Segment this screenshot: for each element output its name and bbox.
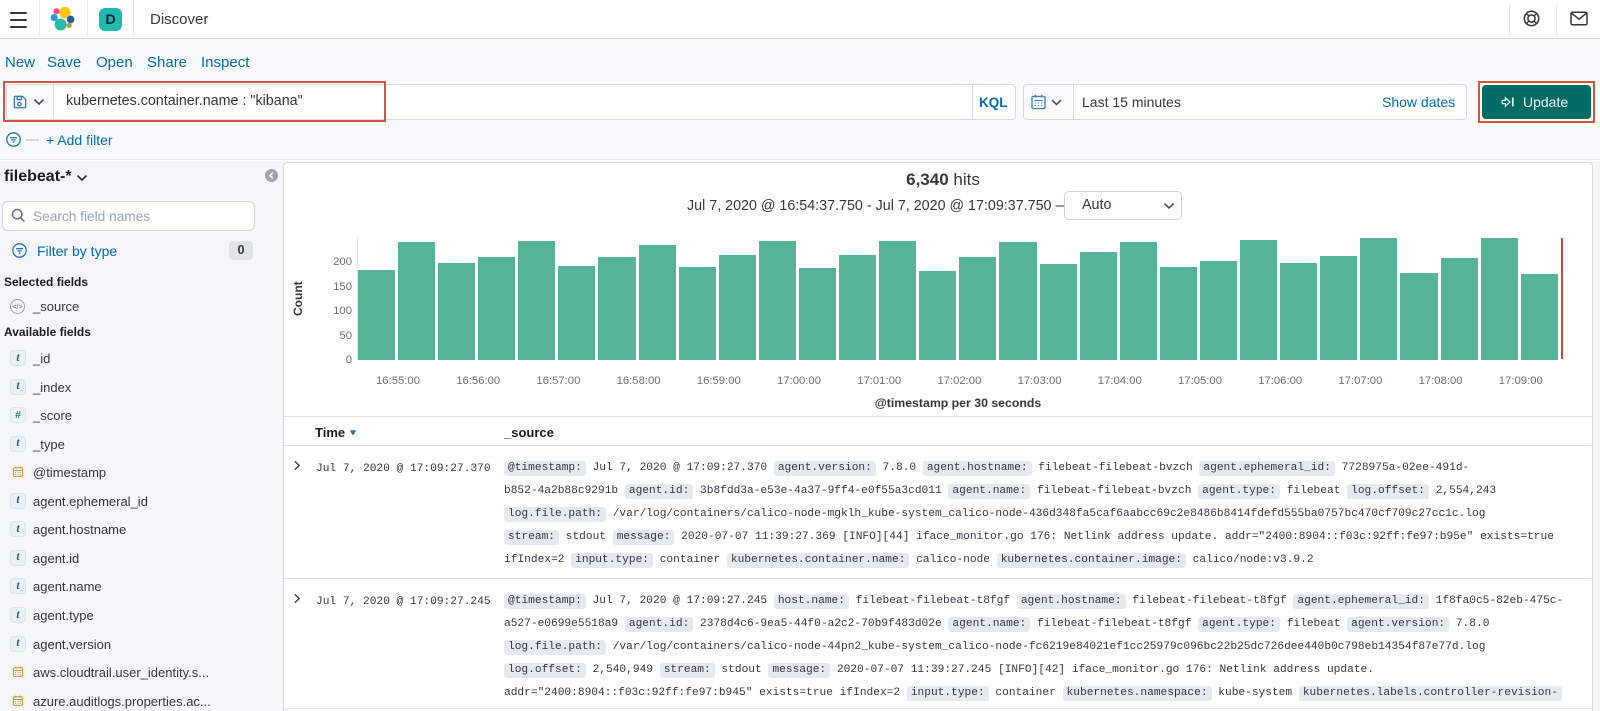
svg-text:</>: </> (12, 304, 22, 311)
